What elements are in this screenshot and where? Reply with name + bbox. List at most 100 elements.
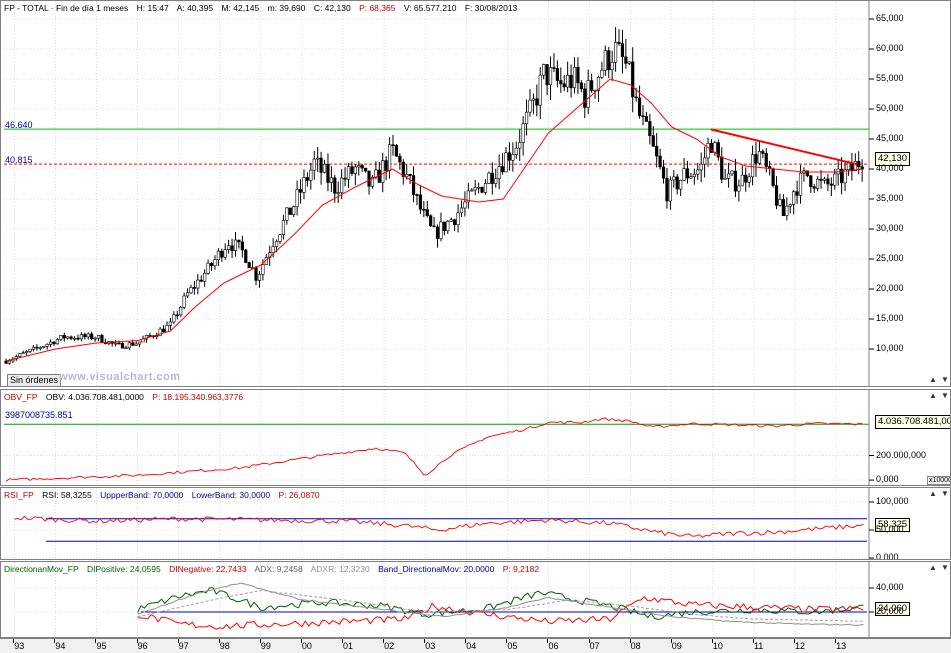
rsi-pane[interactable]: RSI_FP RSI: 58,3255 UppperBand: 70,0000 … bbox=[0, 487, 951, 560]
candle-body bbox=[346, 166, 351, 180]
pane-collapse-icon[interactable]: ▼ bbox=[941, 375, 949, 384]
obv-pane[interactable]: OBV_FP OBV: 4.036.708.481,0000 P: 18.195… bbox=[0, 389, 951, 486]
rsi-collapse-icon[interactable]: ▼ bbox=[941, 489, 949, 498]
candle-body bbox=[798, 172, 803, 196]
candle-body bbox=[812, 186, 816, 189]
level-high-label: 46.640 bbox=[5, 120, 33, 130]
candle-body bbox=[788, 204, 792, 207]
candle-body bbox=[757, 151, 762, 164]
candle-body bbox=[713, 142, 717, 153]
dmi-negative-line bbox=[137, 595, 864, 630]
candle-body bbox=[182, 295, 186, 308]
price-axis-tick-label: 55,000 bbox=[876, 73, 904, 83]
x-axis-tick bbox=[300, 639, 302, 643]
candle-body bbox=[446, 221, 450, 232]
orders-button[interactable]: Sin órdenes bbox=[7, 374, 62, 386]
candle-body bbox=[28, 348, 32, 352]
candle-body bbox=[281, 220, 286, 235]
candle-body bbox=[463, 201, 467, 209]
price-chart bbox=[4, 1, 874, 386]
trendline bbox=[710, 128, 857, 166]
candle-body bbox=[665, 177, 669, 202]
x-axis-label: 02 bbox=[384, 641, 395, 651]
obv-collapse-icon[interactable]: ▼ bbox=[941, 391, 949, 400]
candle-body bbox=[816, 178, 820, 189]
rsi-name: RSI_FP bbox=[4, 490, 34, 500]
dmi-adxr: ADXR: 12,3230 bbox=[310, 564, 370, 574]
candle-body bbox=[25, 351, 29, 354]
candle-body bbox=[278, 234, 282, 242]
candle-body bbox=[360, 165, 364, 169]
obv-name: OBV_FP bbox=[4, 392, 38, 402]
candle-body bbox=[48, 341, 53, 345]
candle-body bbox=[733, 170, 738, 192]
candle-body bbox=[72, 337, 77, 340]
candle-body bbox=[685, 168, 690, 179]
candle-body bbox=[727, 173, 731, 179]
candle-body bbox=[542, 64, 546, 76]
x-axis-label: 00 bbox=[301, 641, 312, 651]
candle-body bbox=[233, 239, 238, 252]
header-open: A: 40,395 bbox=[176, 3, 214, 13]
candle-body bbox=[507, 152, 512, 161]
x-axis-tick bbox=[54, 639, 56, 643]
candle-body bbox=[579, 82, 583, 90]
adx-line bbox=[137, 582, 864, 626]
candle-body bbox=[603, 50, 607, 71]
candle-body bbox=[192, 287, 196, 289]
candle-body bbox=[7, 360, 12, 364]
x-axis-tick bbox=[588, 639, 590, 643]
obv-expand-icon[interactable]: ▲ bbox=[929, 391, 937, 400]
price-axis-tick-label: 45,000 bbox=[876, 133, 904, 143]
price-axis-tick-label: 35,000 bbox=[876, 193, 904, 203]
obv-axis-tick-label: 200.000,000 bbox=[876, 449, 927, 460]
rsi-value: RSI: 58,3255 bbox=[42, 490, 92, 500]
candle-body bbox=[586, 80, 590, 108]
candle-body bbox=[607, 50, 611, 71]
candle-body bbox=[83, 334, 87, 338]
candle-body bbox=[644, 116, 649, 122]
candle-body bbox=[309, 169, 313, 181]
candle-body bbox=[175, 314, 179, 317]
candle-body bbox=[168, 321, 173, 326]
x-axis-tick bbox=[835, 639, 837, 643]
header-close: C: 42,130 bbox=[313, 3, 351, 13]
x-axis-tick bbox=[259, 639, 261, 643]
candle-body bbox=[148, 335, 152, 337]
candle-body bbox=[240, 241, 244, 251]
level-low-label: 40.815 bbox=[5, 155, 33, 165]
dmi-collapse-icon[interactable]: ▼ bbox=[941, 563, 949, 572]
candle-body bbox=[528, 99, 532, 113]
dmi-expand-icon[interactable]: ▲ bbox=[929, 563, 937, 572]
x-axis-tick bbox=[177, 639, 179, 643]
candle-body bbox=[422, 209, 426, 211]
candle-body bbox=[470, 189, 474, 192]
candle-body bbox=[792, 191, 796, 205]
x-axis-label: 95 bbox=[96, 641, 107, 651]
rsi-header: RSI_FP RSI: 58,3255 UppperBand: 70,0000 … bbox=[4, 490, 326, 500]
candle-body bbox=[333, 177, 337, 194]
candle-body bbox=[223, 249, 227, 258]
dmi-pane[interactable]: DirectionanMov_FP DIPositive: 24,0595 DI… bbox=[0, 561, 951, 638]
candle-body bbox=[21, 352, 25, 355]
candle-body bbox=[531, 98, 536, 101]
candle-body bbox=[134, 343, 138, 346]
candle-body bbox=[185, 292, 190, 297]
price-axis-tick-label: 50,000 bbox=[876, 103, 904, 113]
header-volume: V: 65.577.210 bbox=[403, 3, 457, 13]
candle-body bbox=[562, 83, 566, 88]
x-axis-label: 01 bbox=[343, 641, 354, 651]
price-pane[interactable]: FP - TOTAL · Fin de día 1 meses H: 15:47… bbox=[0, 0, 951, 387]
rsi-expand-icon[interactable]: ▲ bbox=[929, 489, 937, 498]
candle-body bbox=[631, 61, 635, 98]
candle-body bbox=[305, 177, 310, 181]
candle-body bbox=[254, 267, 258, 281]
candle-body bbox=[538, 74, 542, 106]
x-axis-label: 09 bbox=[671, 641, 682, 651]
candle-body bbox=[100, 335, 104, 343]
pane-expand-icon[interactable]: ▲ bbox=[929, 375, 937, 384]
price-axis-tick-label: 25,000 bbox=[876, 253, 904, 263]
candle-body bbox=[292, 206, 296, 215]
candle-body bbox=[155, 335, 159, 338]
x-axis-label: 93 bbox=[14, 641, 25, 651]
